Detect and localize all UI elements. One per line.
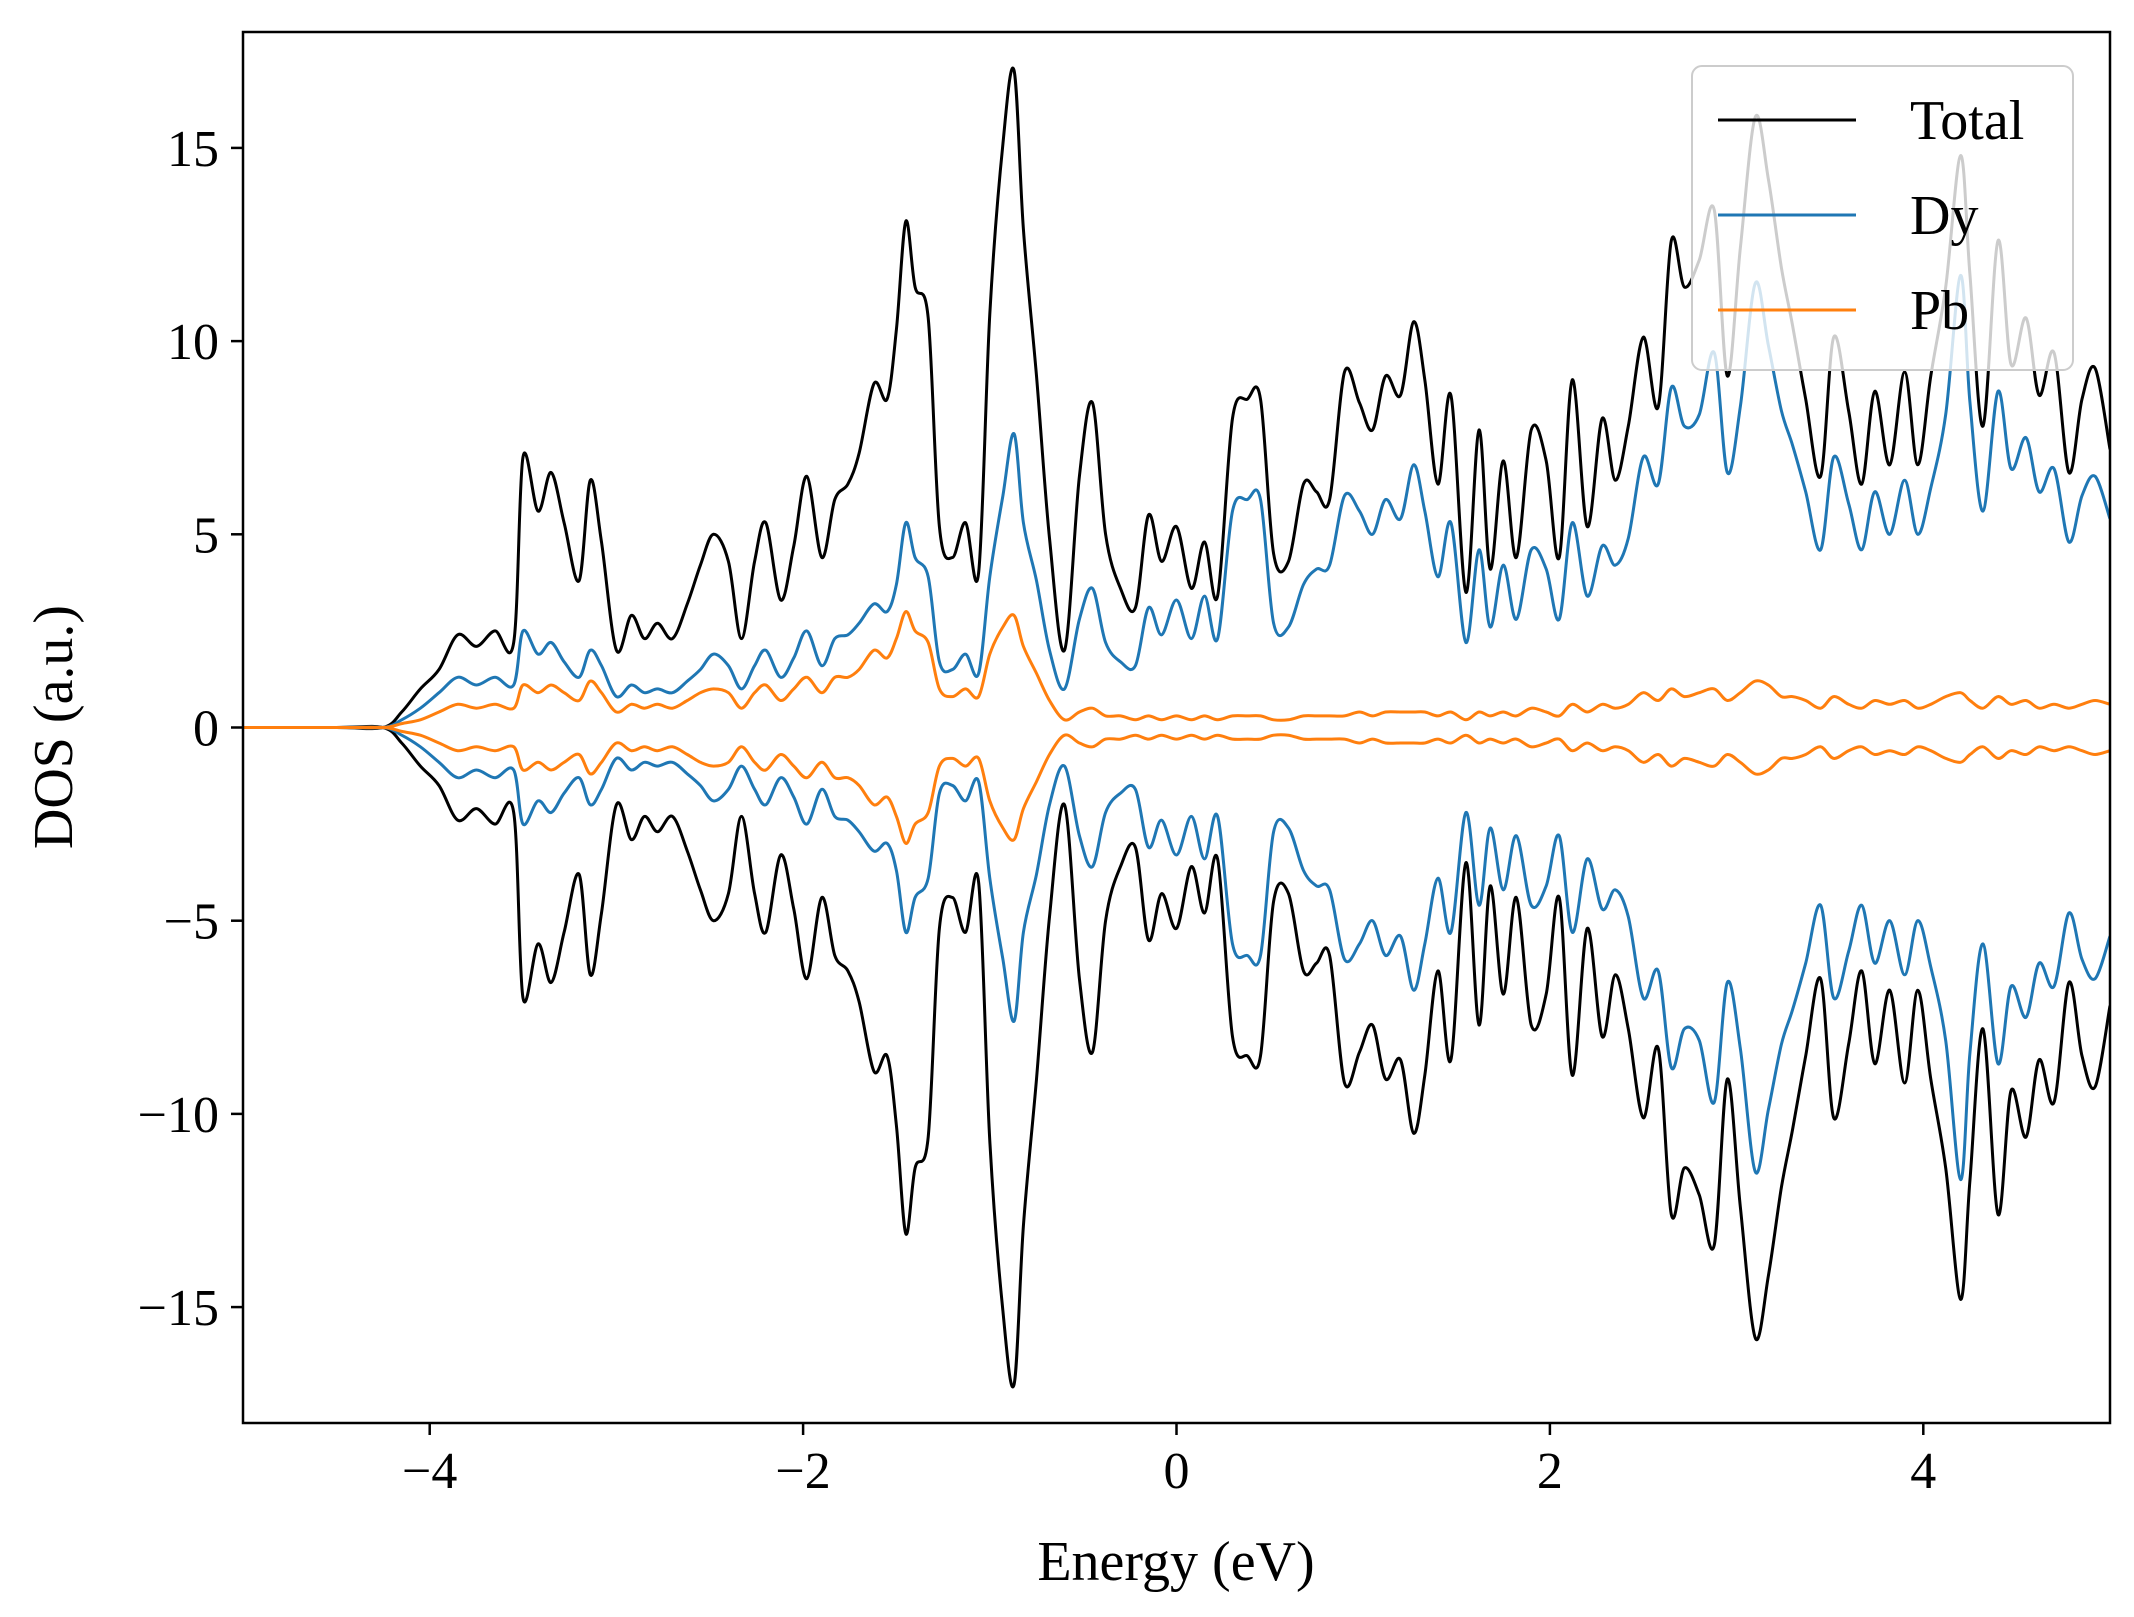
x-tick-label: −4 xyxy=(402,1443,457,1500)
y-axis-label: DOS (a.u.) xyxy=(23,605,85,849)
y-tick-label: −5 xyxy=(164,894,219,951)
series-dy-spin-down xyxy=(243,725,2110,1182)
series-pb-spin-up xyxy=(243,610,2110,730)
y-tick-label: 15 xyxy=(167,121,219,178)
x-tick-label: 0 xyxy=(1164,1443,1190,1500)
y-axis: 15 10 5 0 −5 −10 −15 xyxy=(138,121,243,1337)
legend-label-pb: Pb xyxy=(1910,280,1969,342)
series-pb-spin-down xyxy=(243,725,2110,845)
y-tick-label: −15 xyxy=(138,1280,219,1337)
x-axis-label: Energy (eV) xyxy=(1037,1531,1314,1593)
legend-box xyxy=(1691,65,2074,371)
y-tick-label: 0 xyxy=(193,701,219,758)
y-tick-label: 10 xyxy=(167,314,219,371)
y-tick-label: 5 xyxy=(193,507,219,564)
legend: Total Dy Pb xyxy=(1691,65,2074,371)
legend-label-dy: Dy xyxy=(1910,185,1978,247)
x-axis: −4 −2 0 2 4 xyxy=(402,1423,1936,1500)
x-tick-label: 2 xyxy=(1537,1443,1563,1500)
legend-label-total: Total xyxy=(1910,90,2024,152)
y-tick-label: −10 xyxy=(138,1087,219,1144)
x-tick-label: −2 xyxy=(775,1443,830,1500)
x-tick-label: 4 xyxy=(1910,1443,1936,1500)
series-total-spin-down xyxy=(243,724,2110,1389)
series-dy-spin-up xyxy=(243,273,2110,730)
